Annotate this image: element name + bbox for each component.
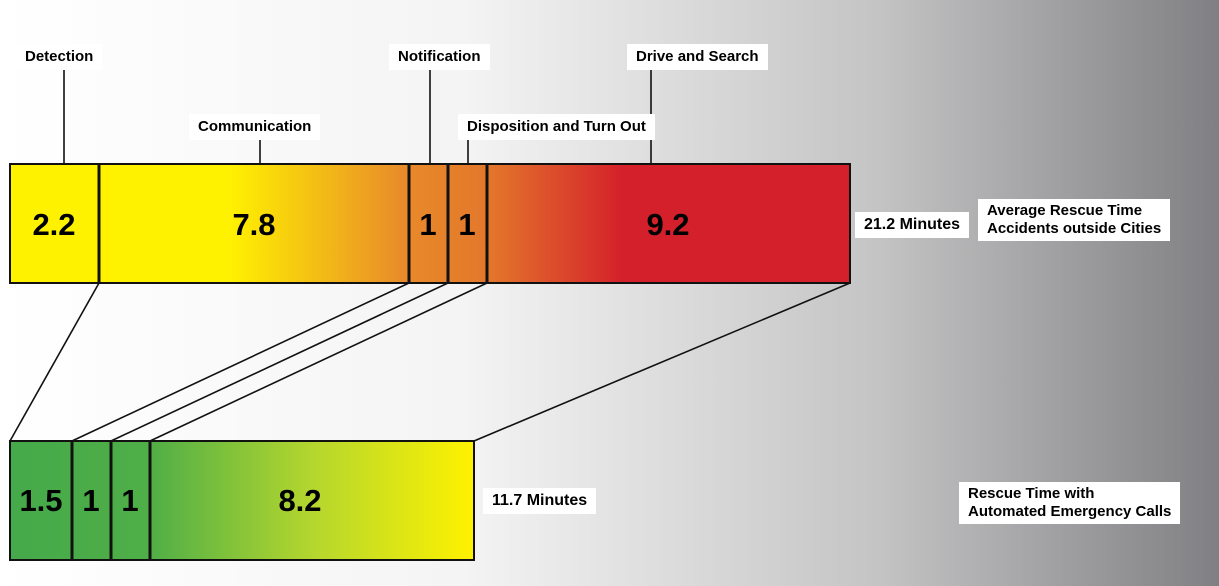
bottom-description-line2: Automated Emergency Calls [968,503,1172,520]
top-bar [9,163,851,284]
top-value-drive: 9.2 [646,207,690,242]
label-notification: Notification [389,44,490,70]
top-bar-dividers [97,164,489,283]
top-value-communication: 7.8 [232,207,276,242]
top-description-line1: Average Rescue Time [987,202,1143,219]
bottom-description: Rescue Time with Automated Emergency Cal… [959,482,1181,524]
bottom-total-label: 11.7 Minutes [483,488,597,514]
connector-notification-start [71,282,410,442]
connector-end [473,282,851,442]
label-drive-and-search: Drive and Search [627,44,768,70]
label-communication: Communication [189,114,321,140]
bottom-description-line1: Rescue Time with [968,485,1095,502]
top-value-notification: 1 [419,207,437,242]
top-total-label: 21.2 Minutes [855,212,970,238]
connector-disposition-start [110,282,449,442]
top-description: Average Rescue Time Accidents outside Ci… [978,199,1171,241]
connector-communication-start [9,282,100,442]
bottom-value-communication: 1.5 [19,483,63,518]
bottom-value-drive: 8.2 [278,483,322,518]
label-disposition: Disposition and Turn Out [458,114,655,140]
top-value-detection: 2.2 [32,207,76,242]
connector-drive-start [149,282,488,442]
label-detection: Detection [16,44,103,70]
bottom-value-disposition: 1 [121,483,139,518]
connector-lines [9,282,851,442]
bottom-bar [9,440,475,561]
bottom-value-notification: 1 [82,483,100,518]
top-description-line2: Accidents outside Cities [987,220,1162,237]
bottom-bar-dividers [70,441,152,560]
top-value-disposition: 1 [458,207,476,242]
